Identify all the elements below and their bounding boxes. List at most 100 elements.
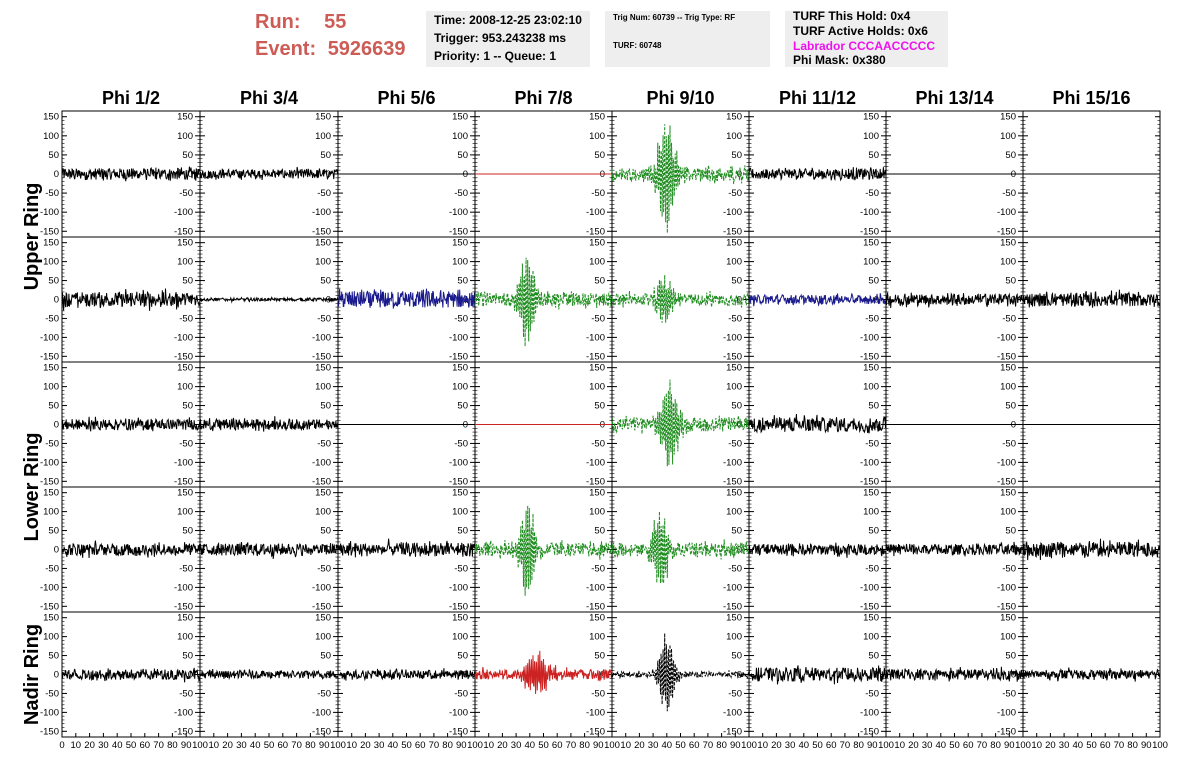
waveform-trace — [611, 511, 750, 584]
y-tick-label: 100 — [863, 382, 879, 393]
waveform-trace — [199, 296, 339, 304]
y-tick-label: -150 — [860, 726, 879, 737]
x-tick-label: 90 — [181, 740, 192, 751]
x-tick-label: 10 — [346, 740, 357, 751]
y-tick-label: 150 — [589, 488, 605, 499]
x-tick-label: 80 — [716, 740, 727, 751]
y-tick-label: 100 — [1000, 131, 1016, 142]
y-tick-label: -50 — [728, 688, 742, 699]
turf-active-holds-text: TURF Active Holds: 0x6 — [793, 24, 928, 38]
y-tick-label: -100 — [174, 207, 193, 218]
column-header: Phi 3/4 — [240, 88, 298, 108]
waveform-trace — [199, 416, 339, 432]
y-tick-label: -100 — [723, 707, 742, 718]
y-tick-label: -100 — [40, 707, 59, 718]
y-tick-label: -50 — [454, 438, 468, 449]
waveform-trace — [1022, 667, 1161, 682]
y-tick-label: 150 — [43, 238, 59, 249]
y-tick-label: 100 — [452, 632, 468, 643]
x-tick-label: 60 — [1100, 740, 1111, 751]
y-tick-label: 100 — [863, 257, 879, 268]
y-tick-label: 50 — [320, 401, 331, 412]
y-tick-label: -150 — [997, 476, 1016, 487]
column-header: Phi 1/2 — [102, 88, 160, 108]
y-tick-label: -50 — [1002, 313, 1016, 324]
x-tick-label: 10 — [1031, 740, 1042, 751]
y-tick-label: 150 — [315, 363, 331, 374]
x-tick-label: 70 — [977, 740, 988, 751]
y-tick-label: -50 — [591, 688, 605, 699]
y-tick-label: 50 — [594, 150, 605, 161]
column-header: Phi 7/8 — [514, 88, 572, 108]
y-tick-label: 0 — [54, 545, 59, 556]
y-tick-label: 150 — [452, 238, 468, 249]
y-tick-label: -50 — [591, 563, 605, 574]
y-tick-label: -50 — [317, 688, 331, 699]
y-tick-label: 150 — [43, 112, 59, 123]
x-tick-label: 80 — [442, 740, 453, 751]
waveform-trace — [61, 416, 201, 432]
y-tick-label: -50 — [45, 563, 59, 574]
event-label: Event: — [255, 38, 317, 60]
ring-label: Nadir Ring — [21, 624, 43, 725]
y-tick-label: 150 — [863, 112, 879, 123]
y-tick-label: -100 — [723, 207, 742, 218]
y-tick-label: -100 — [860, 457, 879, 468]
x-tick-label: 60 — [140, 740, 151, 751]
waveform-trace — [748, 167, 887, 182]
y-tick-label: 150 — [452, 613, 468, 624]
x-tick-label: 10 — [209, 740, 220, 751]
y-tick-label: 50 — [868, 401, 879, 412]
y-tick-label: -50 — [1002, 563, 1016, 574]
x-tick-label: 70 — [153, 740, 164, 751]
y-tick-label: -50 — [865, 188, 879, 199]
y-tick-label: -50 — [454, 313, 468, 324]
run-label: Run: — [255, 11, 301, 33]
time-text: Time: 2008-12-25 23:02:10 — [434, 13, 582, 27]
x-tick-label: 100 — [878, 740, 894, 751]
waveform-trace — [748, 293, 887, 307]
x-tick-label: 80 — [579, 740, 590, 751]
y-tick-label: 50 — [731, 651, 742, 662]
y-tick-label: -50 — [454, 563, 468, 574]
x-tick-label: 80 — [167, 740, 178, 751]
y-tick-label: -100 — [40, 332, 59, 343]
y-tick-label: -150 — [860, 476, 879, 487]
x-tick-label: 50 — [401, 740, 412, 751]
y-tick-label: -50 — [728, 563, 742, 574]
y-tick-label: 150 — [177, 238, 193, 249]
x-tick-label: 70 — [840, 740, 851, 751]
waveform-trace — [474, 650, 613, 695]
y-tick-label: 0 — [463, 545, 468, 556]
y-tick-label: 100 — [589, 131, 605, 142]
phi-mask-text: Phi Mask: 0x380 — [793, 53, 886, 67]
x-tick-label: 90 — [593, 740, 604, 751]
column-header: Phi 5/6 — [377, 88, 435, 108]
y-tick-label: -150 — [312, 476, 331, 487]
y-tick-label: 100 — [177, 632, 193, 643]
y-tick-label: -50 — [454, 188, 468, 199]
x-tick-label: 50 — [949, 740, 960, 751]
y-tick-label: 100 — [315, 632, 331, 643]
y-tick-label: -100 — [312, 207, 331, 218]
y-tick-label: -100 — [40, 207, 59, 218]
y-tick-label: 150 — [589, 363, 605, 374]
y-tick-label: -100 — [723, 332, 742, 343]
y-tick-label: -150 — [723, 726, 742, 737]
y-tick-label: -150 — [586, 726, 605, 737]
y-tick-label: 100 — [863, 632, 879, 643]
y-tick-label: -50 — [728, 188, 742, 199]
waveform-trace — [748, 665, 887, 685]
y-tick-label: 50 — [868, 276, 879, 287]
